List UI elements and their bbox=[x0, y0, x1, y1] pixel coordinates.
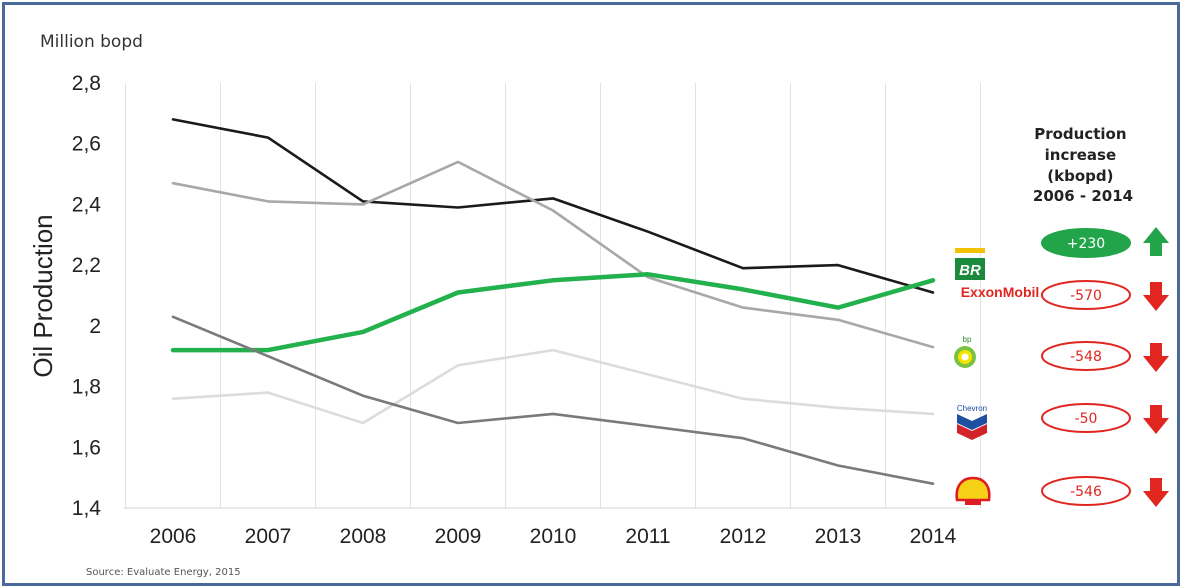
x-tick-label: 2007 bbox=[245, 525, 292, 548]
unit-label: Million bopd bbox=[40, 32, 143, 52]
panel-heading: Production increase (kbopd) 2006 - 2014 bbox=[1033, 125, 1133, 205]
grid bbox=[124, 83, 981, 509]
panel-heading-line: (kbopd) bbox=[1047, 167, 1113, 185]
x-tick-label: 2008 bbox=[340, 525, 387, 548]
y-tick-label: 2,4 bbox=[72, 193, 102, 216]
badge-ellipse bbox=[1041, 280, 1131, 310]
badge-ellipse bbox=[1041, 476, 1131, 506]
petrobras-logo-box bbox=[955, 258, 985, 280]
bp-logo-inner bbox=[961, 353, 969, 361]
x-ticks: 2006 2007 2008 2009 2010 2011 2012 2013 2014 bbox=[150, 525, 957, 548]
panel-heading-line: 2006 - 2014 bbox=[1033, 187, 1133, 205]
y-tick-label: 1,4 bbox=[72, 497, 102, 520]
badge-value: -546 bbox=[1070, 484, 1102, 500]
series-line-bp bbox=[171, 348, 935, 425]
x-tick-label: 2006 bbox=[150, 525, 197, 548]
y-axis-label: Oil Production bbox=[28, 214, 58, 377]
arrow-down-icon bbox=[1143, 405, 1169, 434]
series-lines bbox=[170, 118, 936, 486]
y-tick-label: 2,2 bbox=[72, 254, 101, 277]
x-tick-label: 2013 bbox=[815, 525, 862, 548]
arrow-up-icon bbox=[1143, 227, 1169, 256]
x-tick-label: 2011 bbox=[625, 525, 670, 548]
panel-heading-line: increase bbox=[1045, 146, 1117, 164]
bp-logo-text: bp bbox=[963, 335, 972, 344]
y-tick-label: 2,6 bbox=[72, 133, 101, 156]
y-tick-label: 2 bbox=[89, 315, 101, 338]
x-tick-label: 2009 bbox=[435, 525, 482, 548]
shell-icon bbox=[955, 476, 991, 505]
arrow-down-icon bbox=[1143, 282, 1169, 311]
series-line-exxonmobil bbox=[171, 160, 935, 349]
chevron-logo: Chevron bbox=[957, 404, 987, 440]
arrow-down-icon bbox=[1143, 478, 1169, 507]
shell-logo-base bbox=[965, 500, 981, 505]
chevron-logo-bottom bbox=[957, 424, 987, 440]
chevron-logo-text: Chevron bbox=[957, 404, 987, 413]
bp-logo: bp bbox=[954, 335, 976, 368]
petrobras-logo: BR bbox=[955, 248, 985, 280]
y-tick-label: 2,8 bbox=[72, 72, 101, 95]
chevron-logo-top bbox=[957, 414, 987, 430]
petrobras-logo-bar bbox=[955, 248, 985, 253]
x-tick-label: 2014 bbox=[910, 525, 957, 548]
y-tick-label: 1,8 bbox=[72, 376, 101, 399]
source-note: Source: Evaluate Energy, 2015 bbox=[86, 567, 241, 578]
x-tick-label: 2010 bbox=[530, 525, 577, 548]
series-line-shell bbox=[171, 315, 935, 486]
badge-ellipse bbox=[1041, 228, 1131, 258]
petrobras-logo-text: BR bbox=[959, 262, 981, 279]
badge-value: +230 bbox=[1067, 236, 1105, 252]
shell-logo-body bbox=[955, 476, 991, 502]
badge-ellipse bbox=[1041, 341, 1131, 371]
badge-value: -50 bbox=[1075, 411, 1098, 427]
series-line-petrobras bbox=[170, 272, 936, 353]
x-tick-label: 2012 bbox=[720, 525, 767, 548]
y-ticks: 1,4 1,6 1,8 2 2,2 2,4 2,6 2,8 bbox=[72, 72, 102, 520]
arrow-down-icon bbox=[1143, 343, 1169, 372]
exxonmobil-logo: ExxonMobil bbox=[961, 284, 1040, 300]
series-line-petrochina bbox=[171, 118, 935, 294]
badge-value: -548 bbox=[1070, 349, 1102, 365]
badge-value: -570 bbox=[1070, 288, 1102, 304]
y-tick-label: 1,6 bbox=[72, 436, 101, 459]
production-badges: +230 -570 -548 -50 -546 bbox=[1041, 227, 1169, 507]
badge-ellipse bbox=[1041, 403, 1131, 433]
panel-heading-line: Production bbox=[1034, 125, 1126, 143]
